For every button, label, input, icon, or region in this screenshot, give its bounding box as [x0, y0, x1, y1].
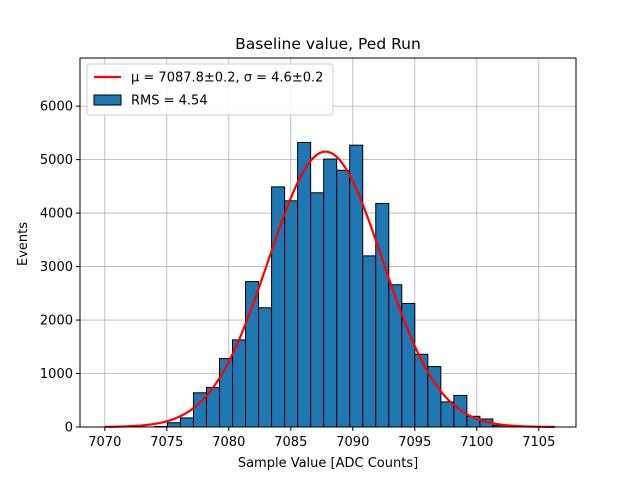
legend-label: μ = 7087.8±0.2, σ = 4.6±0.2 [131, 71, 323, 86]
histogram-bar [245, 281, 260, 428]
histogram-bar [232, 339, 247, 428]
histogram-bar [362, 255, 377, 428]
histogram-bar [323, 158, 338, 428]
x-tick-label: 7090 [336, 435, 369, 450]
plot-area: 7070 7075 7080 7085 7090 7095 7100 7105 0 1000 200… [40, 57, 577, 450]
x-tick-label: 7105 [522, 435, 555, 450]
chart-title: Baseline value, Ped Run [235, 35, 421, 53]
y-tick-label: 6000 [40, 100, 73, 115]
y-tick-label: 1000 [40, 367, 73, 382]
histogram-bar [375, 202, 390, 428]
histogram-bar [179, 417, 194, 428]
histogram-bar [284, 200, 299, 428]
y-tick-label: 4000 [40, 207, 73, 222]
legend-label: RMS = 4.54 [131, 94, 208, 109]
histogram-bar [297, 141, 312, 428]
y-tick-label: 5000 [40, 153, 73, 168]
x-axis-label: Sample Value [ADC Counts] [238, 456, 418, 471]
gaussian-fit-line [104, 150, 555, 429]
histogram-bar [414, 353, 429, 428]
y-tick-label: 0 [65, 421, 73, 436]
histogram-bar [166, 422, 181, 428]
legend-patch-swatch [93, 94, 122, 106]
x-tick-label: 7070 [88, 435, 121, 450]
histogram-bar [336, 169, 351, 428]
histogram-bar [440, 401, 455, 428]
legend-box [86, 63, 334, 116]
x-tick-label: 7100 [460, 435, 493, 450]
x-tick-label: 7075 [150, 435, 183, 450]
y-axis-label: Events [16, 222, 31, 266]
y-tick-label: 2000 [40, 314, 73, 329]
x-tick-label: 7095 [398, 435, 431, 450]
x-tick-label: 7080 [212, 435, 245, 450]
axes-frame [79, 57, 577, 428]
histogram-bar [271, 186, 286, 428]
histogram-bar [310, 192, 325, 428]
y-tick-label: 3000 [40, 260, 73, 275]
histogram-bar [258, 307, 273, 428]
x-tick-label: 7085 [274, 435, 307, 450]
